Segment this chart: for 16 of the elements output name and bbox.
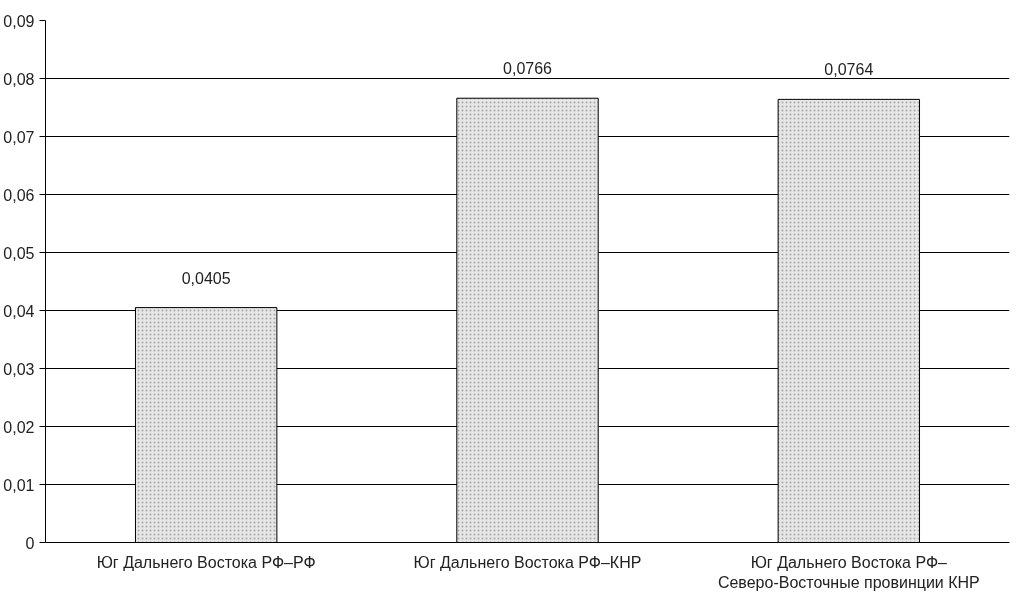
y-tick-label: 0,04 — [3, 302, 35, 320]
data-label: 0,0764 — [824, 61, 874, 79]
y-tick-label: 0,02 — [3, 418, 35, 436]
y-tick-label: 0,03 — [3, 360, 35, 378]
y-tick-label: 0,08 — [3, 70, 35, 88]
y-tick-label: 0 — [25, 534, 35, 552]
y-tick-label: 0,01 — [3, 476, 35, 494]
x-tick-label: Юг Дальнего Востока РФ– Северо-Восточные провинции КНР — [717, 553, 980, 591]
x-tick-label: Юг Дальнего Востока РФ–КНР — [413, 553, 642, 571]
y-tick-label: 0,05 — [3, 244, 35, 262]
data-label: 0,0405 — [181, 269, 231, 287]
y-tick-label: 0,06 — [3, 186, 35, 204]
y-tick-label: 0,09 — [3, 12, 35, 30]
y-tick-label: 0,07 — [3, 128, 35, 146]
data-label: 0,0766 — [503, 60, 553, 78]
x-tick-label: Юг Дальнего Востока РФ–РФ — [96, 553, 316, 571]
